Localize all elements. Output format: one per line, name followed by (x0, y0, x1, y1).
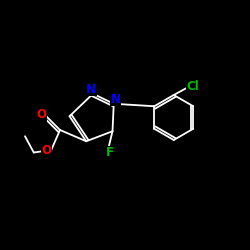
Text: F: F (106, 146, 114, 160)
Text: O: O (36, 108, 46, 122)
Text: N: N (86, 83, 96, 96)
Text: N: N (111, 93, 121, 106)
Text: O: O (41, 144, 51, 156)
Text: Cl: Cl (186, 80, 200, 93)
